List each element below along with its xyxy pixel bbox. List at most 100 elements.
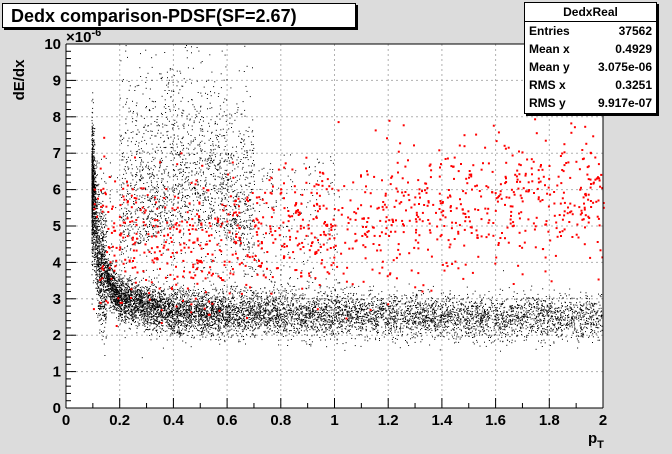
black-point	[98, 301, 100, 303]
black-point	[139, 319, 141, 321]
black-point	[458, 341, 460, 343]
black-point	[213, 315, 214, 317]
black-point	[323, 315, 325, 317]
black-point	[123, 296, 125, 298]
black-point	[318, 300, 320, 302]
black-point	[221, 305, 223, 307]
black-point	[544, 300, 546, 302]
black-point	[404, 311, 406, 313]
black-point	[510, 314, 512, 316]
black-point	[94, 170, 96, 172]
black-point	[112, 260, 114, 262]
black-point	[92, 223, 93, 225]
black-point	[177, 314, 179, 316]
black-point	[490, 315, 492, 317]
black-point	[139, 306, 141, 308]
black-point	[213, 311, 214, 313]
black-point	[279, 326, 281, 328]
black-point	[391, 318, 393, 320]
black-point	[92, 248, 94, 250]
black-point	[154, 304, 156, 306]
black-point	[282, 316, 284, 318]
black-point	[214, 298, 216, 300]
black-point	[210, 326, 212, 328]
black-point	[131, 315, 133, 317]
black-point	[576, 314, 578, 316]
black-point	[346, 286, 348, 288]
black-point	[391, 317, 393, 319]
black-point	[570, 309, 572, 311]
black-point	[324, 319, 326, 321]
black-point	[183, 317, 184, 319]
black-point	[455, 315, 457, 317]
black-point	[576, 304, 578, 306]
black-point	[418, 322, 420, 324]
black-point	[215, 320, 217, 321]
black-point	[401, 323, 403, 325]
black-point	[434, 311, 435, 313]
black-point	[255, 316, 257, 318]
black-point	[113, 295, 115, 297]
black-point	[401, 303, 403, 305]
black-point	[211, 315, 213, 317]
black-point	[222, 313, 224, 314]
black-point	[265, 292, 267, 294]
black-point	[96, 232, 98, 234]
black-point	[500, 311, 501, 313]
black-point	[134, 317, 136, 319]
black-point	[599, 304, 601, 306]
black-point	[183, 300, 185, 302]
black-point	[239, 325, 241, 327]
black-point	[363, 310, 365, 312]
black-point	[185, 290, 187, 292]
black-point	[115, 283, 117, 285]
black-point	[373, 312, 375, 314]
black-point	[467, 297, 469, 299]
black-point	[157, 292, 159, 294]
black-point	[571, 321, 573, 323]
black-point	[527, 316, 528, 318]
black-point	[249, 325, 251, 327]
black-point	[268, 312, 270, 314]
black-point	[273, 300, 275, 302]
black-point	[503, 328, 505, 330]
black-point	[127, 299, 129, 301]
black-point	[127, 305, 129, 307]
black-point	[182, 295, 183, 297]
black-point	[474, 314, 476, 316]
black-point	[135, 287, 137, 289]
black-point	[420, 307, 422, 309]
black-point	[486, 322, 488, 324]
black-point	[474, 334, 476, 336]
black-point	[410, 327, 412, 329]
black-point	[482, 320, 484, 321]
black-point	[133, 293, 135, 295]
black-point	[104, 314, 106, 316]
black-point	[333, 320, 335, 322]
black-point	[124, 288, 126, 290]
black-point	[467, 311, 469, 313]
black-point	[426, 315, 427, 317]
black-point	[314, 301, 316, 303]
black-point	[186, 326, 187, 328]
black-point	[101, 312, 103, 314]
black-point	[558, 319, 560, 320]
black-point	[113, 284, 115, 285]
black-point	[132, 313, 134, 315]
black-point	[111, 312, 113, 314]
black-point	[296, 302, 298, 304]
black-point	[298, 331, 300, 333]
black-point	[459, 328, 461, 330]
black-point	[176, 310, 178, 311]
black-point	[524, 303, 526, 305]
black-point	[248, 311, 250, 313]
black-point	[248, 321, 250, 323]
black-point	[101, 245, 103, 247]
black-point	[120, 284, 122, 286]
black-point	[419, 316, 421, 318]
black-point	[553, 341, 555, 343]
black-point	[233, 319, 235, 321]
black-point	[155, 295, 156, 297]
black-point	[455, 321, 456, 323]
